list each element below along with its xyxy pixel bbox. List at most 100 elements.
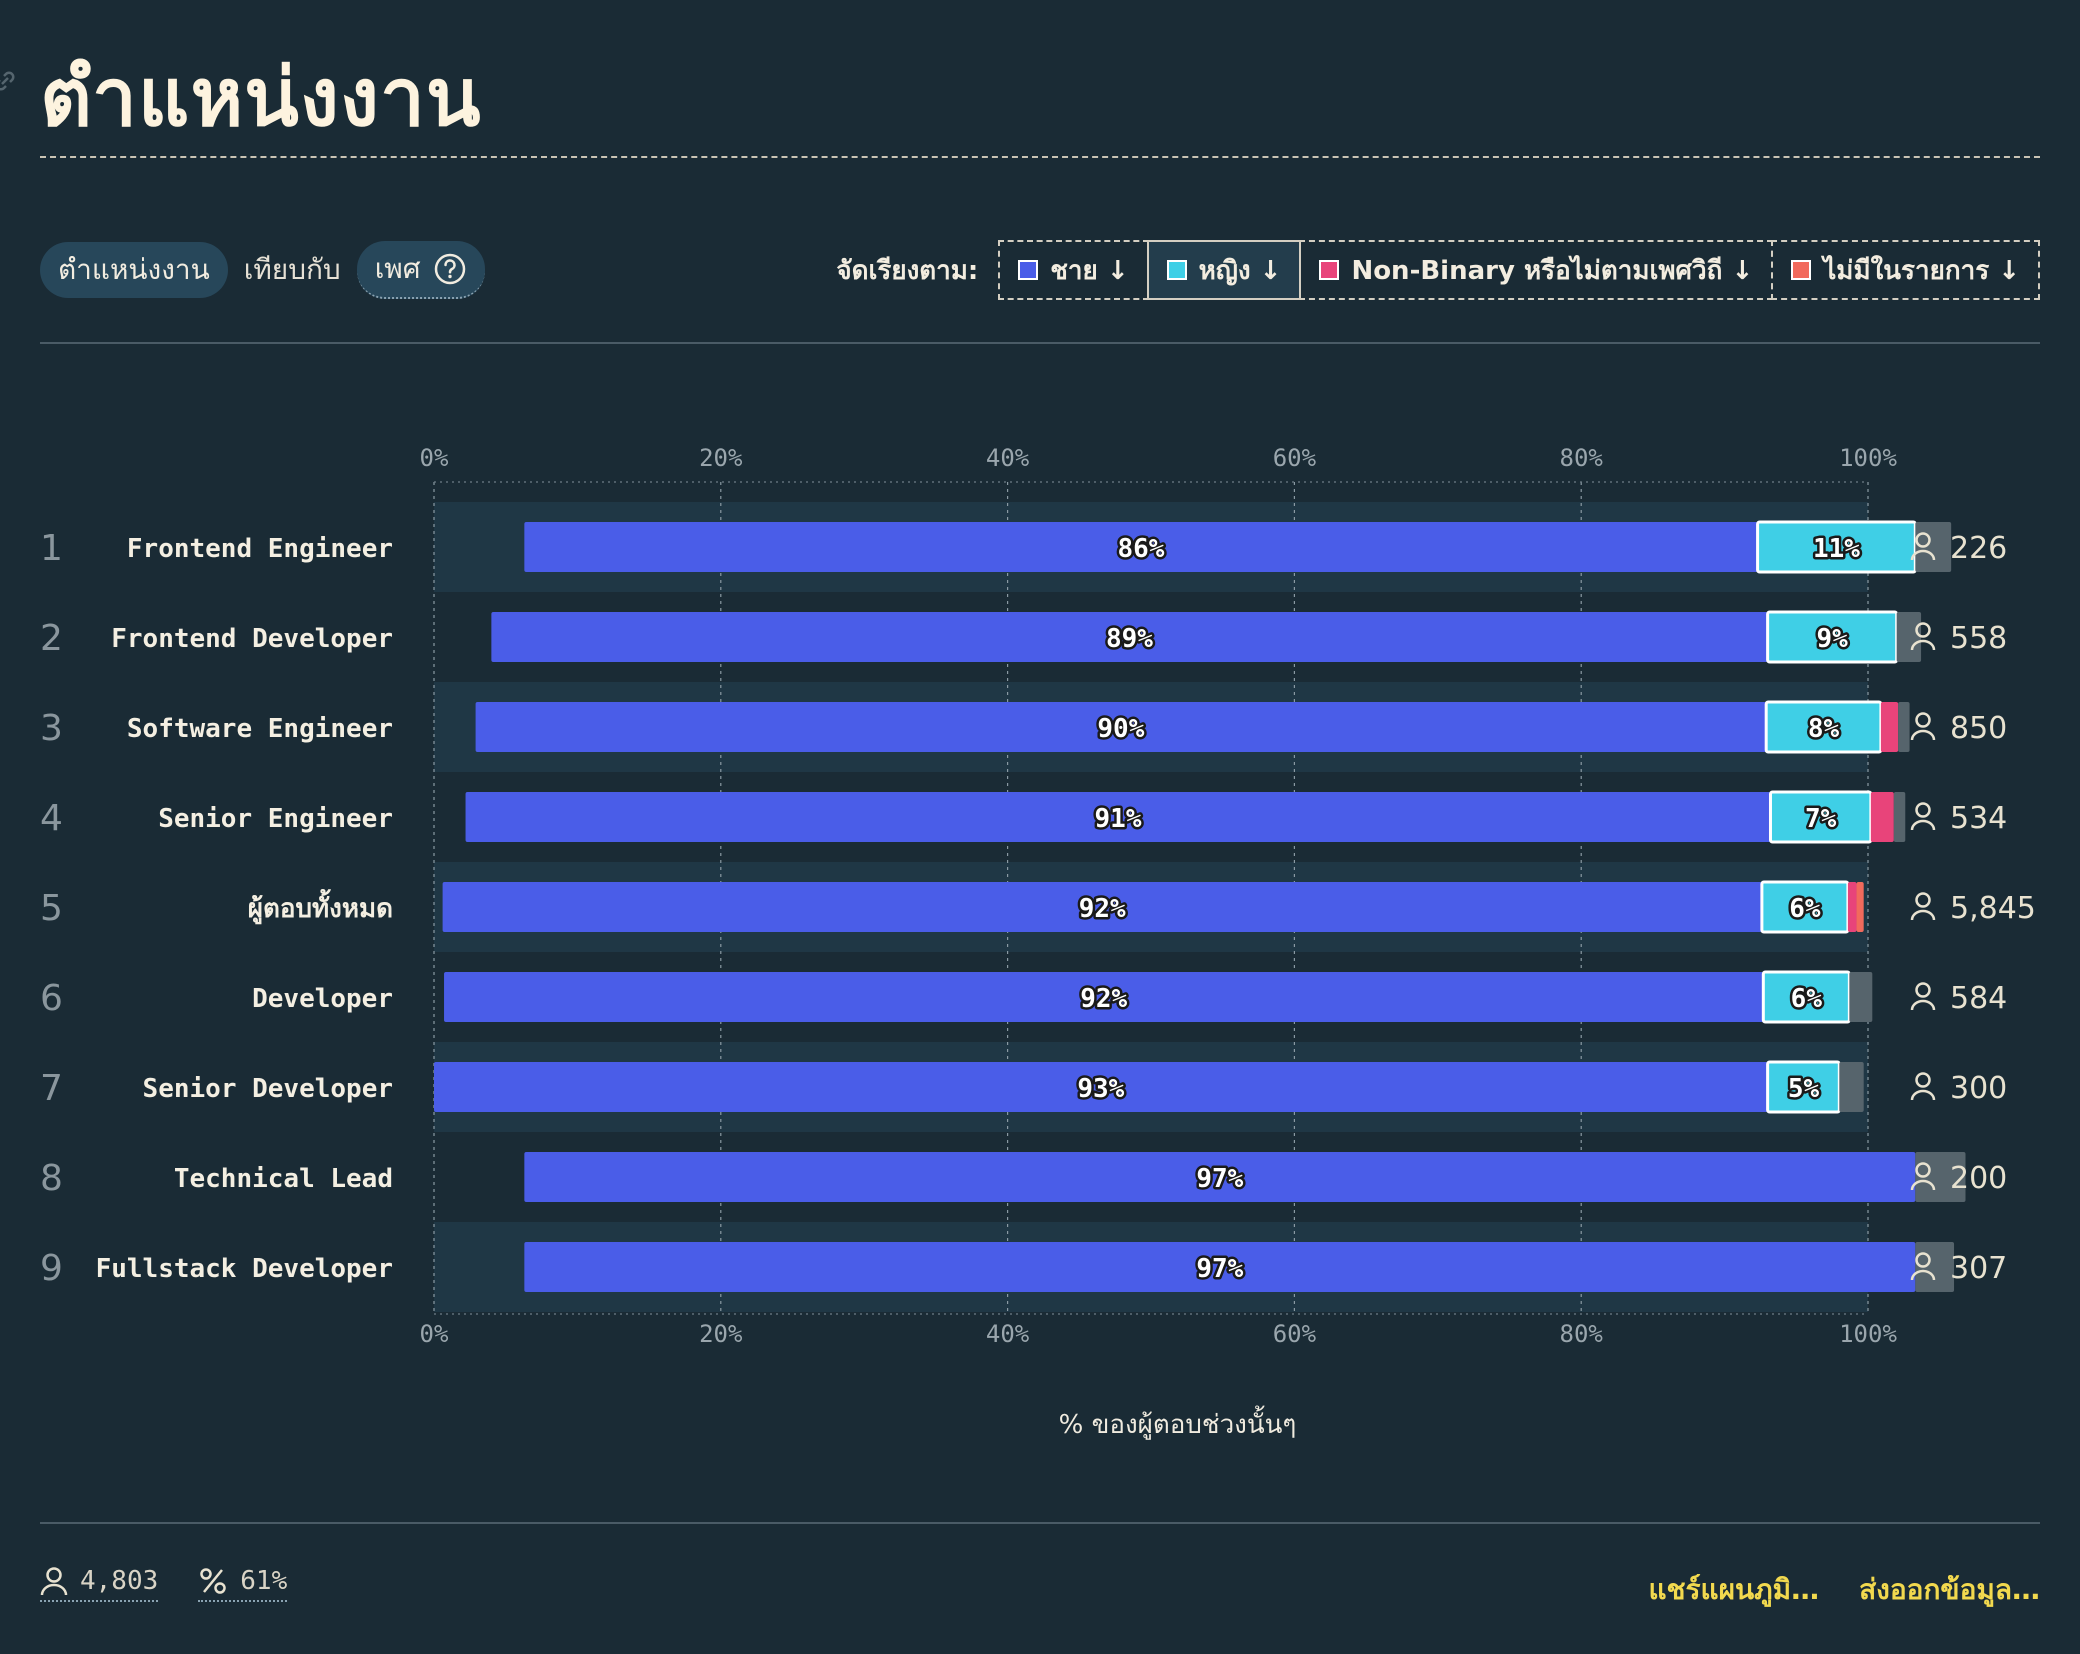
link-icon[interactable] xyxy=(0,70,16,92)
x-tick-label-bottom: 100% xyxy=(1839,1320,1897,1348)
secondary-dimension-pill[interactable]: เพศ xyxy=(356,241,485,299)
response-rate[interactable]: 61% xyxy=(198,1566,288,1602)
respondent-count: 558 xyxy=(1950,621,2007,656)
person-icon-head xyxy=(1915,982,1931,998)
footer-actions: แชร์แผนภูมิ… ส่งออกข้อมูล… xyxy=(1648,1568,2040,1612)
category-label: Frontend Engineer xyxy=(127,534,393,564)
sort-by-unlisted-button[interactable]: ไม่มีในรายการ ↓ xyxy=(1771,240,2040,300)
bar-segment xyxy=(1870,792,1894,842)
bar-segment xyxy=(1898,702,1910,752)
x-tick-label-top: 100% xyxy=(1839,444,1897,472)
respondent-count: 300 xyxy=(1950,1071,2007,1106)
person-icon-body xyxy=(1910,1179,1936,1191)
title-divider xyxy=(40,156,2040,158)
respondent-count: 5,845 xyxy=(1950,891,2036,926)
sort-by-nonbinary-button[interactable]: Non-Binary หรือไม่ตามเพศวิถี ↓ xyxy=(1299,240,1774,300)
person-icon-body xyxy=(1910,549,1936,561)
total-respondents-value: 4,803 xyxy=(80,1566,159,1596)
data-label: 93% xyxy=(1077,1074,1124,1104)
bar-segment xyxy=(524,522,1758,572)
data-label: 91% xyxy=(1095,804,1142,834)
category-label: Software Engineer xyxy=(127,714,393,744)
rank-number: 3 xyxy=(40,708,63,749)
share-chart-link[interactable]: แชร์แผนภูมิ… xyxy=(1648,1573,1820,1606)
bar-segment xyxy=(1880,702,1899,752)
person-icon-head xyxy=(1915,1162,1931,1178)
bar-segment xyxy=(442,882,1762,932)
person-icon-body xyxy=(1910,639,1936,651)
person-icon-head xyxy=(1915,892,1931,908)
primary-dimension-pill[interactable]: ตำแหน่งงาน xyxy=(40,242,228,298)
person-icon-body xyxy=(1910,819,1936,831)
data-label: 90% xyxy=(1097,714,1144,744)
data-label: 97% xyxy=(1196,1164,1243,1194)
export-data-link[interactable]: ส่งออกข้อมูล… xyxy=(1859,1573,2040,1606)
category-label: Developer xyxy=(252,984,393,1014)
person-icon-head xyxy=(1915,1252,1931,1268)
percent-icon xyxy=(200,1568,227,1594)
male-swatch-icon xyxy=(1018,260,1039,280)
data-label: 92% xyxy=(1079,894,1126,924)
rank-number: 2 xyxy=(40,618,63,659)
category-label: Senior Engineer xyxy=(158,804,393,834)
stacked-bar-chart: 0% 0% 20% 20% 40% 40% 60% 60% 80% 80% 100% 100% 1 Fro… xyxy=(40,444,2036,1348)
sort-by-male-button[interactable]: ชาย ↓ xyxy=(998,240,1149,300)
x-tick-label-top: 40% xyxy=(986,444,1030,472)
x-tick-label-top: 0% xyxy=(420,444,449,472)
data-label: 89% xyxy=(1106,624,1153,654)
bar-segment xyxy=(491,612,1768,662)
rank-number: 6 xyxy=(40,978,63,1019)
sort-by-female-button[interactable]: หญิง ↓ xyxy=(1146,240,1302,300)
data-label: 86% xyxy=(1117,534,1164,564)
unlisted-swatch-icon xyxy=(1791,260,1812,280)
total-respondents[interactable]: 4,803 xyxy=(40,1566,159,1602)
x-tick-label-bottom: 80% xyxy=(1560,1320,1604,1348)
page-title: ตำแหน่งงาน xyxy=(40,51,482,144)
rank-number: 8 xyxy=(40,1158,63,1199)
footer-divider xyxy=(40,1522,2040,1524)
sort-controls: จัดเรียงตาม: ชาย ↓ หญิง ↓ Non-Binary หรื… xyxy=(836,238,2040,302)
bar-segment xyxy=(1847,882,1857,932)
female-swatch-icon xyxy=(1166,260,1187,280)
bar-segment xyxy=(1839,1062,1864,1112)
bar-segment xyxy=(524,1152,1916,1202)
person-icon-head xyxy=(1915,622,1931,638)
help-icon[interactable] xyxy=(433,252,467,286)
x-tick-label-top: 60% xyxy=(1273,444,1317,472)
x-tick-label-top: 20% xyxy=(699,444,743,472)
sort-by-female-label: หญิง ↓ xyxy=(1198,255,1282,286)
response-rate-value: 61% xyxy=(240,1566,288,1596)
footer-stats: 4,803 61% xyxy=(40,1566,288,1602)
data-label: 97% xyxy=(1196,1254,1243,1284)
rank-number: 4 xyxy=(40,798,63,839)
person-icon-body xyxy=(1910,1089,1936,1101)
bar-segment xyxy=(465,792,1771,842)
compare-label: เทียบกับ xyxy=(243,253,341,286)
bar-segment xyxy=(1766,610,1899,664)
x-tick-label-bottom: 40% xyxy=(986,1320,1030,1348)
nonbinary-swatch-icon xyxy=(1319,260,1340,280)
data-label: 6% xyxy=(1789,894,1821,924)
sort-by-unlisted-label: ไม่มีในรายการ ↓ xyxy=(1823,255,2020,286)
respondent-count: 850 xyxy=(1950,711,2007,746)
person-icon-body xyxy=(1910,999,1936,1011)
comparison-controls: ตำแหน่งงาน เทียบกับ เพศ xyxy=(40,241,485,299)
sort-by-nonbinary-label: Non-Binary หรือไม่ตามเพศวิถี ↓ xyxy=(1351,255,1754,286)
rank-number: 5 xyxy=(40,888,63,929)
person-icon-body xyxy=(1910,729,1936,741)
respondent-count: 200 xyxy=(1950,1161,2007,1196)
respondent-count: 226 xyxy=(1950,531,2007,566)
category-label: Fullstack Developer xyxy=(96,1254,393,1284)
rank-number: 7 xyxy=(40,1068,63,1109)
category-label: Technical Lead xyxy=(174,1164,393,1194)
person-icon-body xyxy=(1910,909,1936,921)
bar-segment xyxy=(1849,972,1873,1022)
data-label: 5% xyxy=(1788,1074,1820,1104)
category-label: ผู้ตอบทั้งหมด xyxy=(248,888,393,925)
data-label: 7% xyxy=(1805,804,1837,834)
data-label: 9% xyxy=(1816,624,1848,654)
data-label: 6% xyxy=(1791,984,1823,1014)
bar-segment xyxy=(475,702,1767,752)
bar-segment xyxy=(444,972,1764,1022)
data-label: 92% xyxy=(1080,984,1127,1014)
